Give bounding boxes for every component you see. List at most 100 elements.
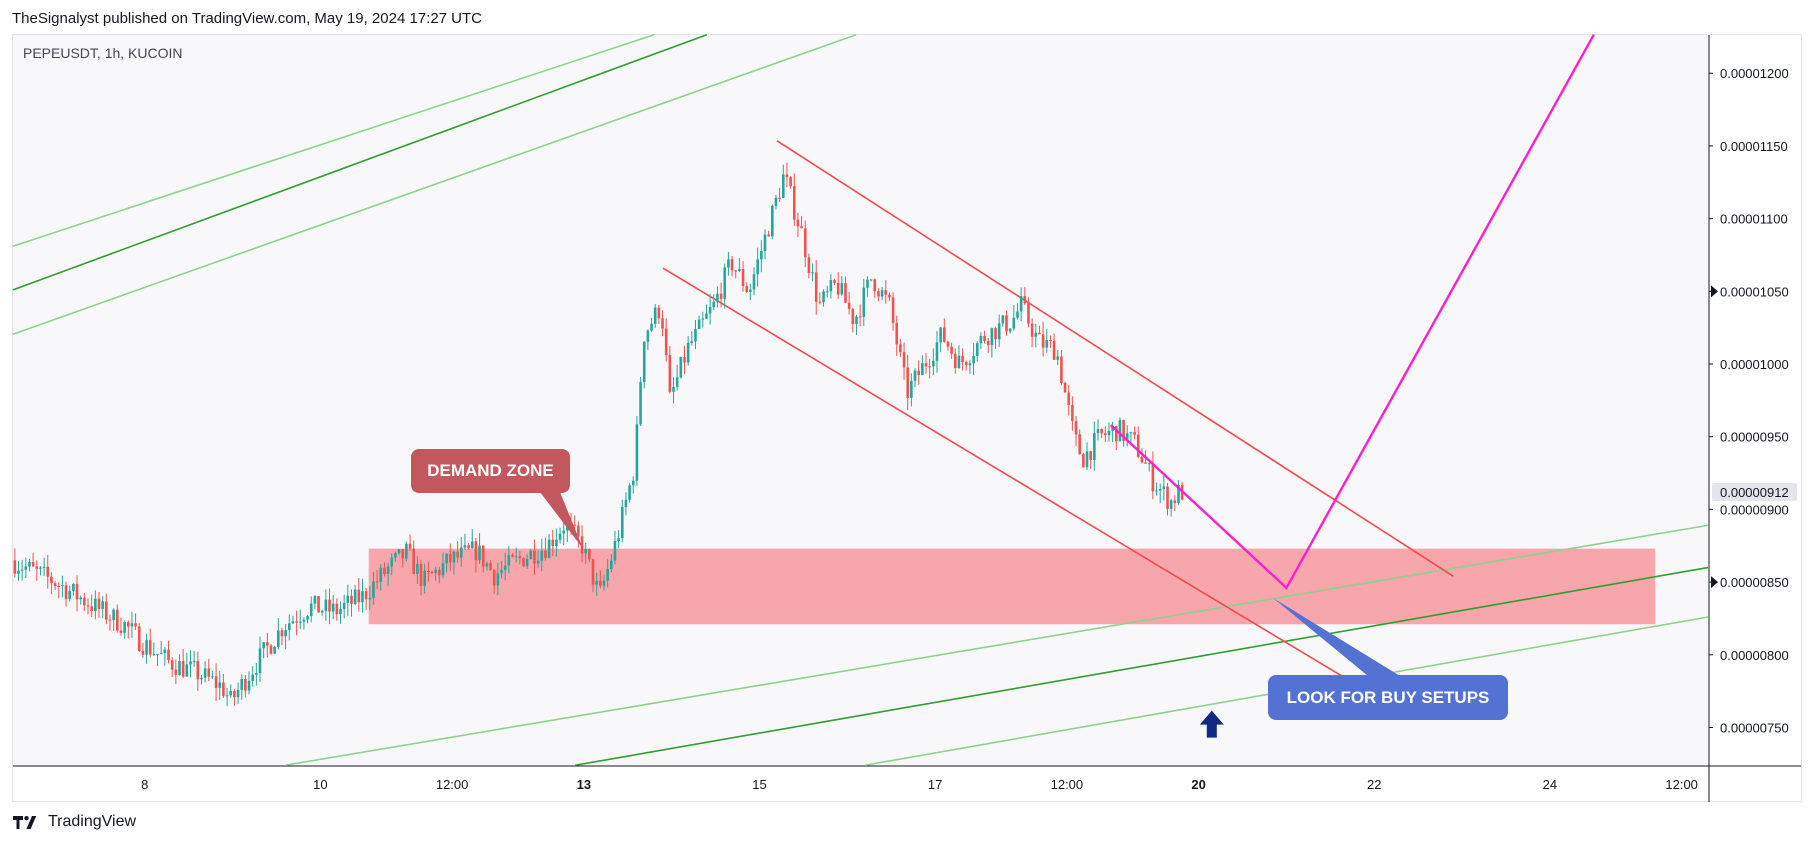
- candle-body-25: [105, 601, 108, 620]
- candle-body-90: [342, 602, 346, 609]
- candle-body-21: [90, 606, 93, 612]
- candle-body-215: [800, 226, 803, 229]
- time-tick-label-10: 12:00: [1665, 777, 1698, 792]
- candle-body-231: [858, 316, 862, 318]
- candle-body-174: [650, 323, 653, 331]
- candle-body-169: [631, 480, 635, 486]
- candle-body-46: [181, 661, 185, 677]
- candle-body-186: [694, 328, 697, 342]
- candle-body-87: [331, 603, 335, 612]
- candle-body-252: [935, 342, 939, 361]
- candle-body-282: [1045, 340, 1049, 348]
- candle-body-308: [1140, 456, 1144, 463]
- candle-body-12: [57, 585, 61, 587]
- candle-body-97: [368, 597, 372, 600]
- candle-body-13: [61, 585, 64, 587]
- candle-body-133: [500, 570, 503, 574]
- candle-body-274: [1016, 311, 1019, 318]
- candle-body-279: [1034, 332, 1038, 337]
- candle-body-291: [1078, 434, 1081, 455]
- candle-body-113: [427, 570, 430, 572]
- time-tick-label-2: 12:00: [436, 777, 469, 792]
- candle-body-9: [46, 566, 50, 577]
- candle-body-206: [767, 234, 770, 237]
- candle-body-49: [192, 661, 196, 663]
- candle-body-285: [1056, 356, 1060, 360]
- candle-body-55: [214, 676, 218, 688]
- candle-body-254: [942, 327, 946, 342]
- candle-body-136: [511, 555, 514, 557]
- candle-body-281: [1041, 334, 1045, 348]
- candle-body-52: [203, 668, 207, 678]
- candles-layer: [13, 162, 1184, 707]
- demand-zone-label: DEMAND ZONE: [427, 461, 554, 480]
- candle-body-262: [972, 355, 975, 364]
- candle-body-74: [284, 630, 287, 637]
- candle-body-18: [79, 597, 82, 600]
- candle-body-217: [807, 257, 811, 274]
- candle-body-111: [419, 563, 423, 586]
- time-tick-label-8: 22: [1367, 777, 1381, 792]
- candle-body-145: [544, 550, 547, 558]
- candle-body-263: [975, 343, 979, 356]
- candle-body-313: [1158, 489, 1162, 491]
- candle-body-163: [609, 560, 613, 570]
- candle-body-183: [683, 357, 686, 363]
- candle-body-210: [781, 174, 785, 198]
- trend-line-light-2: [285, 524, 1709, 767]
- candle-body-3: [24, 566, 28, 570]
- candle-body-289: [1071, 404, 1074, 422]
- buy-callout-pointer: [1273, 598, 1400, 676]
- candle-body-155: [580, 536, 584, 554]
- candle-body-194: [723, 267, 727, 299]
- candle-body-148: [555, 539, 558, 547]
- candle-body-166: [620, 507, 624, 539]
- candle-body-283: [1049, 340, 1052, 342]
- candle-body-216: [803, 228, 807, 258]
- candle-body-191: [712, 301, 716, 308]
- candle-body-154: [577, 525, 580, 537]
- candle-body-176: [657, 307, 661, 319]
- candle-body-306: [1133, 432, 1136, 435]
- candle-body-284: [1052, 340, 1056, 360]
- candle-body-199: [741, 269, 745, 287]
- candle-body-98: [372, 581, 375, 598]
- candle-body-286: [1060, 356, 1063, 383]
- candle-body-201: [749, 289, 752, 292]
- candle-body-244: [906, 367, 910, 398]
- candle-body-50: [196, 661, 200, 680]
- candle-body-85: [324, 599, 328, 611]
- candle-body-1: [17, 570, 20, 574]
- candle-body-28: [115, 609, 119, 631]
- candle-body-164: [613, 541, 617, 561]
- candle-body-292: [1082, 454, 1085, 468]
- up-arrow-icon: [1199, 710, 1224, 738]
- candle-body-190: [708, 307, 712, 314]
- candle-body-225: [836, 283, 840, 295]
- candle-body-51: [200, 677, 203, 680]
- time-tick-label-6: 12:00: [1051, 777, 1084, 792]
- candle-body-142: [533, 550, 536, 564]
- candle-body-43: [170, 660, 174, 670]
- candle-body-91: [346, 595, 350, 603]
- candle-body-167: [624, 499, 628, 508]
- candle-body-227: [844, 283, 847, 303]
- candle-body-137: [514, 556, 518, 558]
- candle-body-160: [599, 580, 602, 586]
- candle-body-168: [628, 485, 631, 500]
- candle-body-123: [463, 545, 467, 548]
- price-tick-label-2: 0.00001100: [1720, 212, 1788, 227]
- candle-body-188: [701, 318, 705, 320]
- candle-body-129: [485, 563, 489, 567]
- candle-body-114: [430, 571, 434, 574]
- candle-body-310: [1147, 463, 1151, 465]
- candle-body-309: [1144, 462, 1147, 464]
- candle-body-314: [1162, 486, 1166, 490]
- candle-body-219: [814, 272, 818, 302]
- candle-body-249: [924, 363, 928, 367]
- candle-body-146: [547, 539, 551, 558]
- candle-body-290: [1074, 421, 1078, 435]
- candle-body-7: [39, 567, 42, 569]
- candle-body-2: [20, 569, 24, 571]
